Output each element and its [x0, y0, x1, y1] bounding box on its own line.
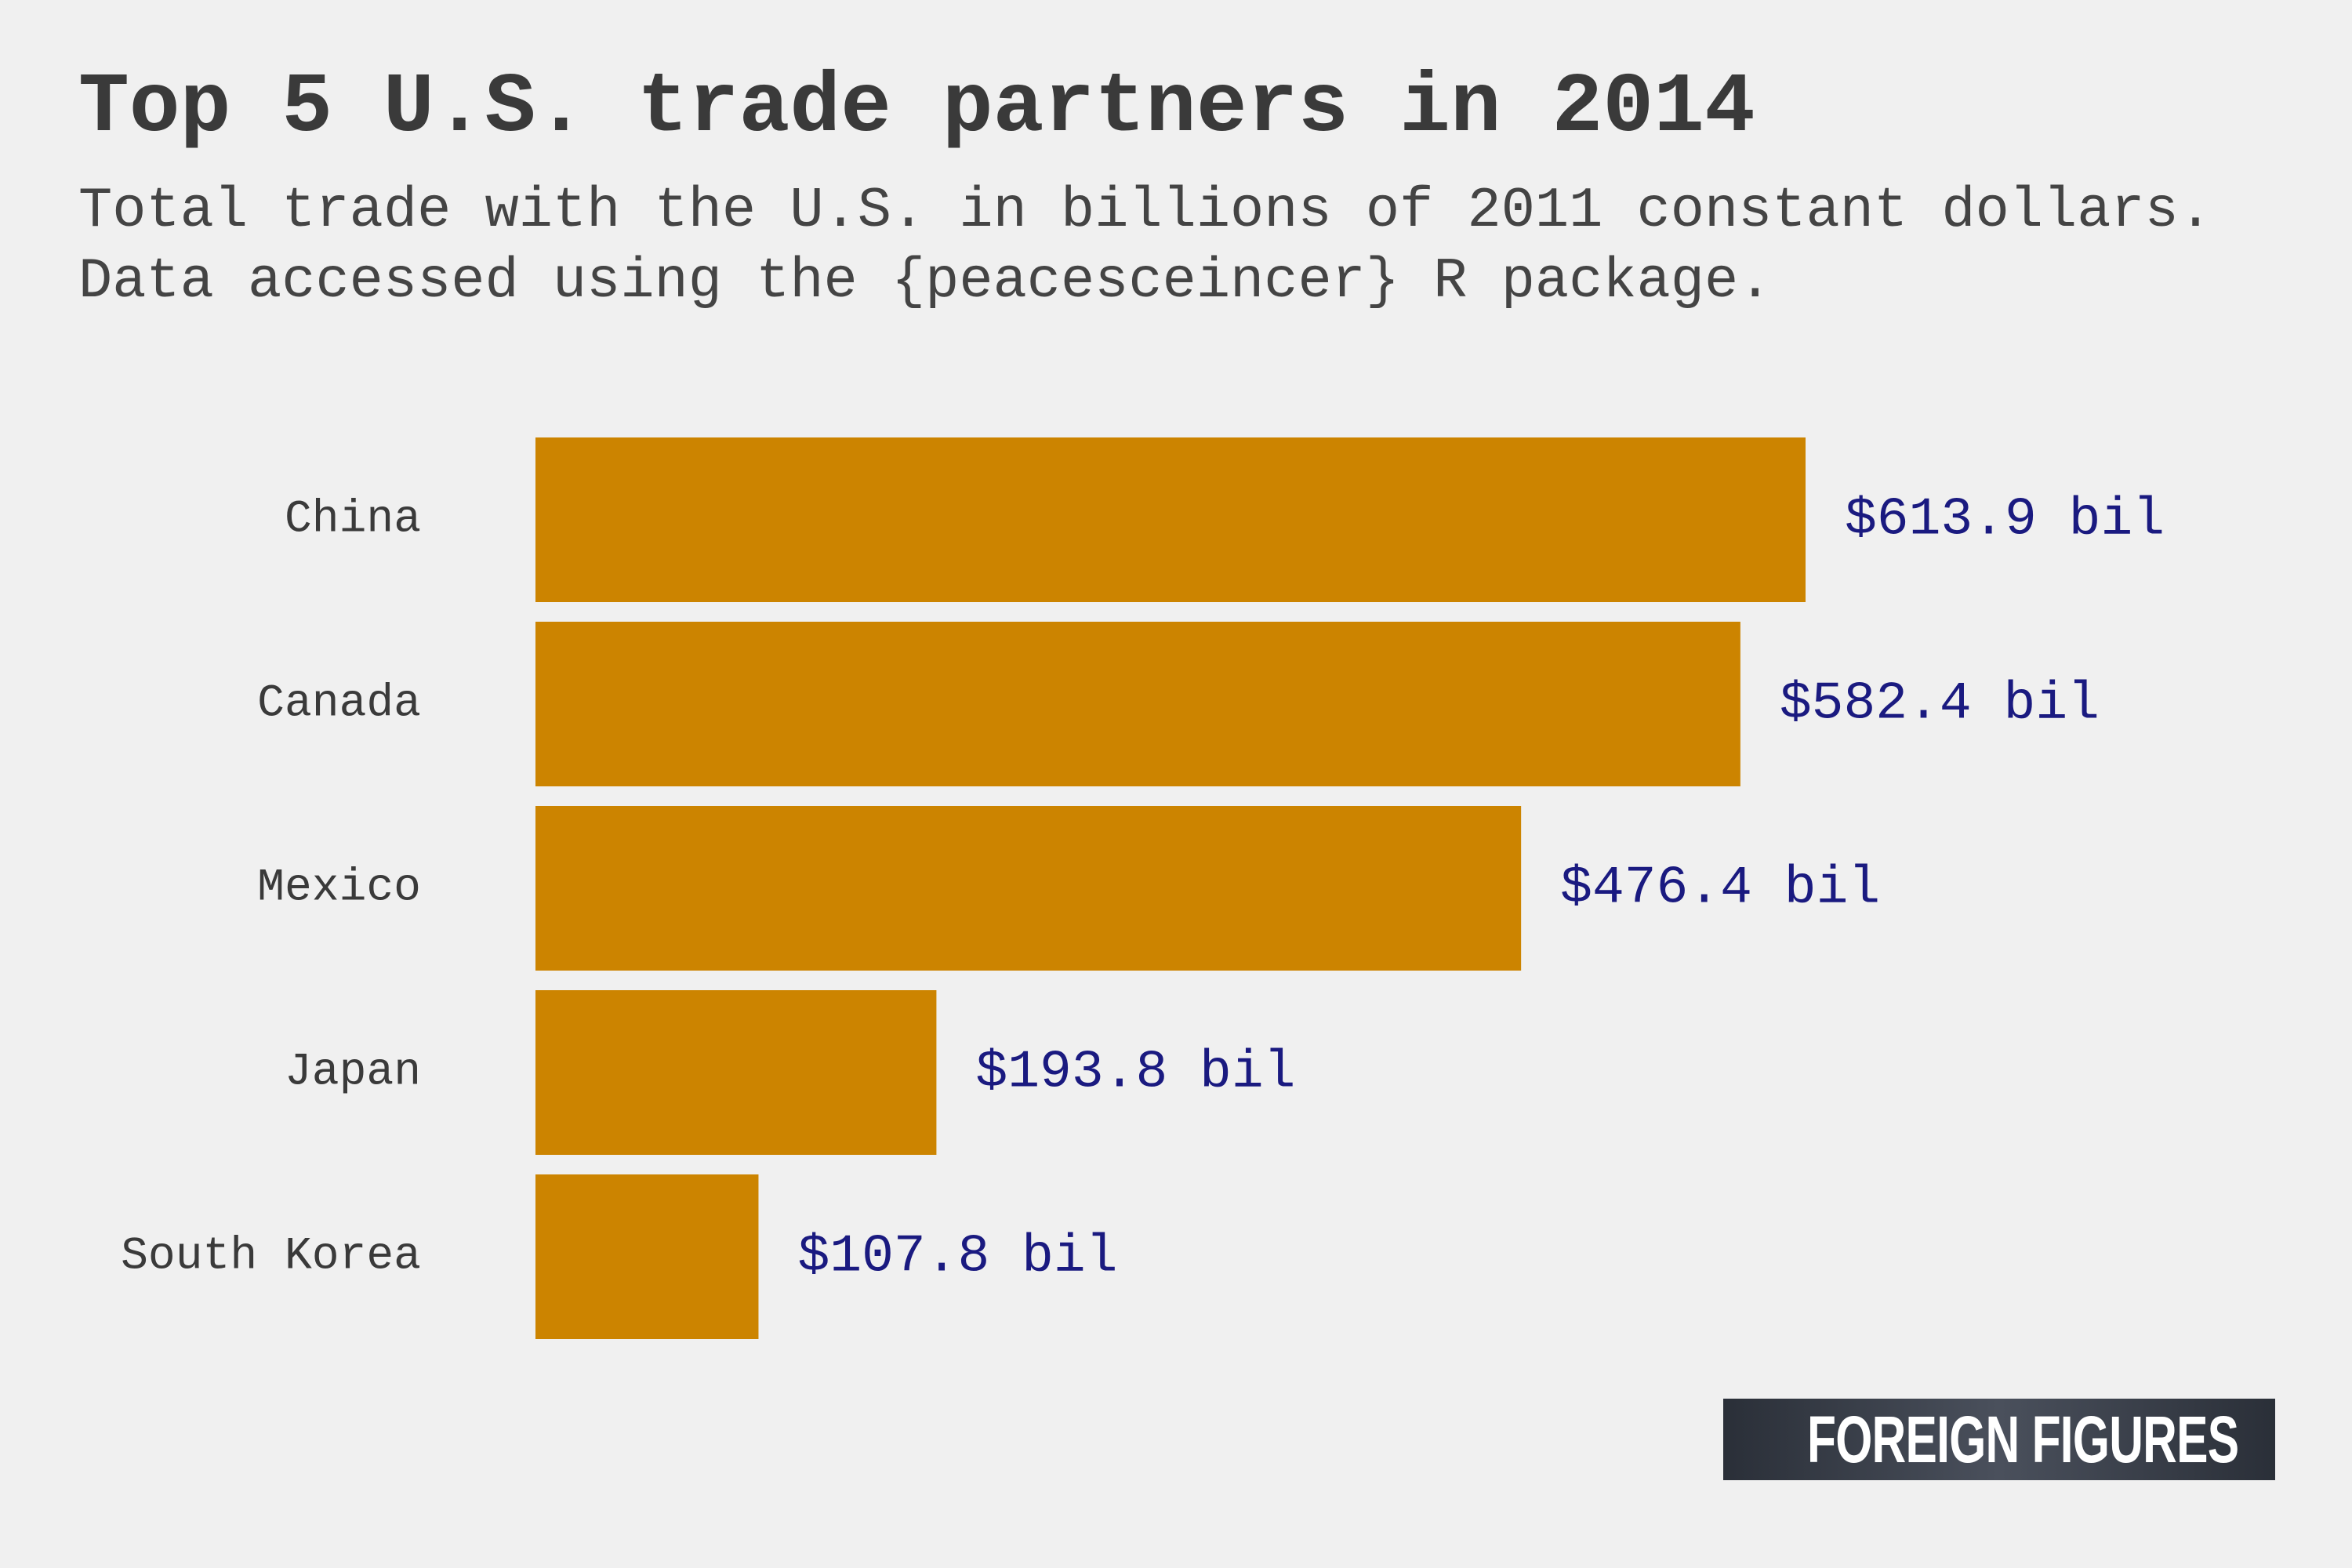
foreign-figures-logo: FOREIGN FIGURES: [1723, 1399, 2275, 1480]
category-label: Mexico: [257, 863, 421, 914]
bar-mexico: [535, 806, 1522, 971]
category-label: Canada: [257, 679, 421, 730]
category-label: South Korea: [121, 1232, 421, 1283]
category-label: Japan: [285, 1047, 421, 1098]
bar-south-korea: [535, 1174, 759, 1339]
bar-japan: [535, 990, 937, 1155]
value-label: $107.8 bil: [797, 1227, 1117, 1287]
value-label: $193.8 bil: [975, 1043, 1295, 1103]
logo-text: FOREIGN FIGURES: [1807, 1403, 2239, 1476]
bar-china: [535, 437, 1806, 602]
chart-subtitle: Total trade with the U.S. in billions of…: [78, 179, 2213, 314]
value-label: $582.4 bil: [1780, 674, 2100, 735]
bar-canada: [535, 622, 1740, 786]
value-label: $613.9 bil: [1845, 490, 2165, 550]
chart-title: Top 5 U.S. trade partners in 2014: [78, 60, 1755, 156]
category-label: China: [285, 495, 421, 546]
value-label: $476.4 bil: [1560, 858, 1880, 919]
